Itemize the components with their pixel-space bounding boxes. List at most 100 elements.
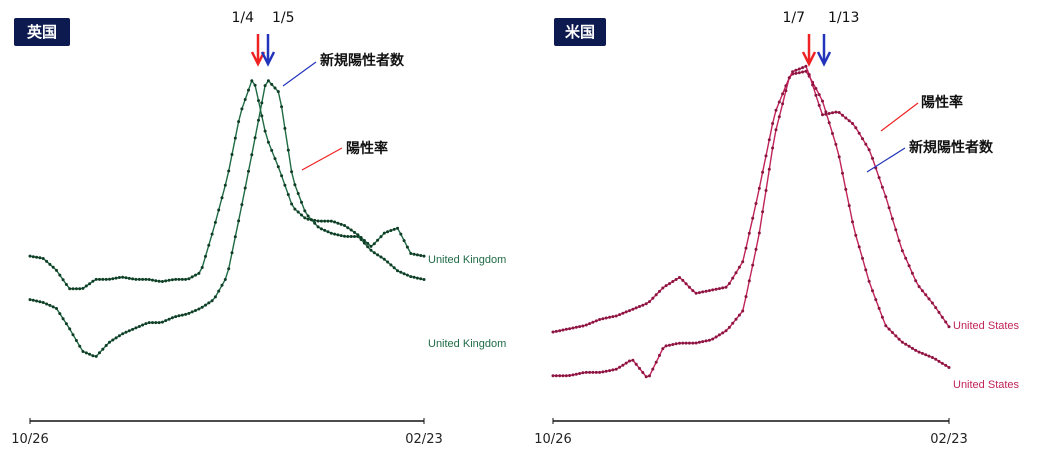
data-point — [45, 302, 49, 306]
data-point — [382, 231, 386, 235]
data-point — [329, 219, 333, 223]
data-point — [266, 79, 270, 83]
data-point — [396, 226, 399, 230]
data-point — [55, 307, 58, 310]
data-point — [817, 103, 821, 107]
data-point — [339, 234, 343, 238]
data-point — [581, 324, 585, 328]
data-point — [624, 361, 628, 365]
data-point — [664, 344, 668, 348]
data-point — [366, 245, 370, 249]
data-point — [761, 170, 765, 174]
data-point — [48, 262, 52, 266]
data-point — [41, 257, 45, 260]
peak-marker-red: 1/7 — [782, 10, 817, 67]
data-point — [651, 296, 655, 300]
data-point — [601, 370, 605, 374]
data-point — [934, 306, 938, 310]
series-end-label: United States — [953, 379, 1020, 391]
annotation-label: 陽性率 — [346, 140, 388, 157]
data-point — [240, 203, 244, 207]
data-point — [641, 303, 645, 307]
data-point — [554, 329, 558, 333]
data-point — [774, 128, 778, 132]
data-point — [187, 277, 191, 281]
data-point — [608, 369, 612, 373]
data-point — [558, 374, 562, 378]
series-line — [29, 79, 425, 290]
peak-date-label: 1/4 — [231, 10, 254, 26]
annotation-label: 新規陽性者数 — [320, 52, 405, 69]
data-point — [851, 220, 854, 224]
data-point — [300, 200, 303, 204]
data-point — [280, 174, 284, 178]
data-point — [864, 268, 868, 272]
data-point — [270, 148, 274, 152]
data-point — [681, 341, 685, 345]
data-point — [247, 169, 250, 173]
data-point — [837, 111, 841, 114]
data-point — [658, 289, 661, 293]
data-point — [871, 156, 874, 160]
data-point — [724, 285, 728, 289]
data-point — [714, 335, 718, 339]
data-point — [164, 279, 168, 283]
data-point — [857, 245, 861, 249]
data-point — [897, 337, 901, 341]
data-point — [220, 196, 224, 200]
data-point — [402, 239, 406, 243]
data-point — [920, 289, 924, 293]
data-point — [571, 326, 575, 330]
data-point — [78, 287, 82, 291]
data-point — [98, 277, 101, 281]
data-point — [631, 307, 635, 311]
data-point — [591, 320, 595, 324]
data-point — [904, 256, 908, 260]
data-point — [399, 270, 403, 274]
data-point — [144, 277, 148, 281]
data-point — [177, 277, 181, 281]
data-point — [731, 276, 735, 280]
data-point — [668, 282, 671, 286]
data-point — [84, 351, 88, 355]
data-point — [678, 276, 681, 279]
data-point — [405, 245, 409, 249]
data-point — [857, 131, 861, 135]
data-point — [614, 314, 618, 318]
annotation-label: 新規陽性者数 — [909, 139, 994, 156]
data-point — [38, 256, 42, 260]
data-point — [412, 252, 416, 256]
data-point — [147, 278, 151, 281]
data-point — [108, 340, 111, 344]
data-point — [824, 112, 828, 116]
data-point — [691, 341, 695, 345]
data-point — [767, 138, 771, 142]
data-point — [131, 327, 135, 331]
data-point — [801, 66, 805, 70]
data-point — [170, 278, 174, 282]
data-point — [940, 315, 944, 319]
data-point — [270, 82, 274, 86]
data-point — [326, 219, 330, 223]
data-point — [141, 277, 145, 281]
data-point — [104, 277, 108, 281]
data-point — [841, 113, 844, 117]
data-point — [71, 287, 75, 291]
data-point — [731, 321, 735, 325]
data-point — [648, 300, 651, 304]
data-point — [707, 338, 711, 342]
data-point — [333, 232, 337, 236]
data-point — [794, 68, 798, 72]
annotation: 新規陽性者数 — [866, 139, 994, 173]
data-point — [349, 235, 353, 238]
data-point — [405, 273, 409, 277]
data-point — [220, 283, 224, 287]
data-point — [293, 183, 297, 187]
data-point — [127, 276, 131, 280]
data-point — [644, 375, 648, 379]
data-point — [91, 279, 95, 283]
data-point — [237, 120, 241, 124]
data-point — [111, 277, 115, 281]
data-point — [811, 83, 815, 87]
data-point — [777, 115, 781, 119]
